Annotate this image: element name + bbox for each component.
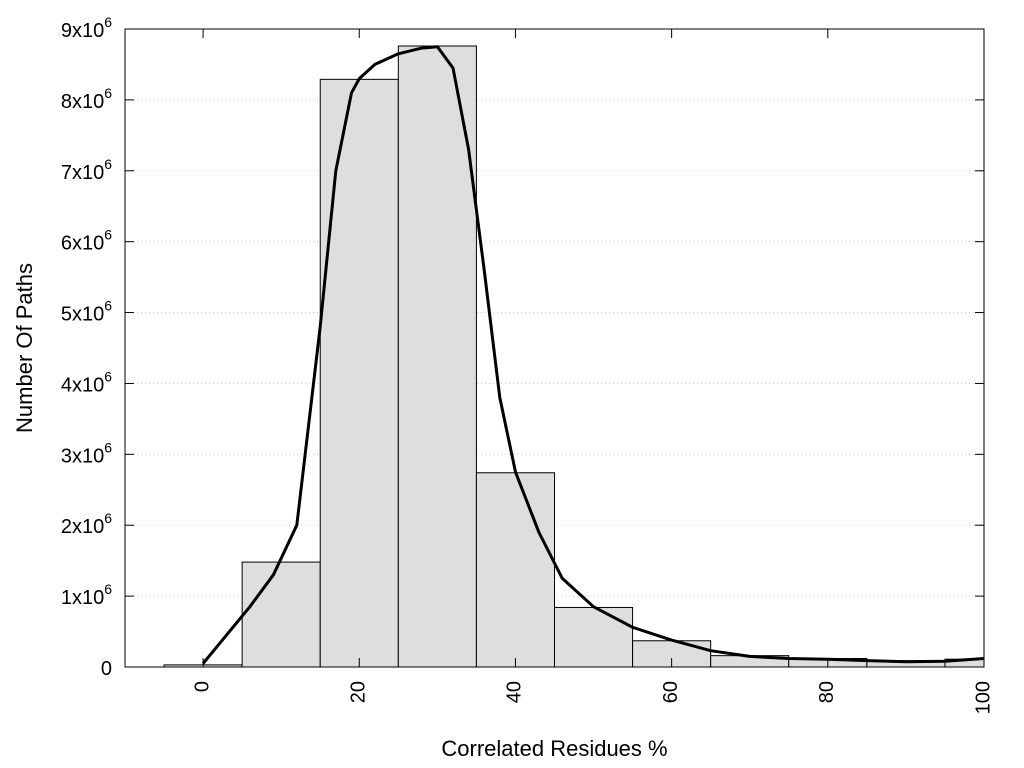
x-tick-label: 0: [191, 681, 213, 692]
x-tick-label: 60: [660, 681, 682, 703]
y-tick-label: 1x106: [61, 581, 112, 609]
bars: [163, 45, 985, 668]
y-axis-title: Number Of Paths: [12, 263, 37, 433]
histogram-bar: [554, 606, 634, 668]
x-tick-label: 20: [348, 681, 370, 703]
y-tick-label: 5x106: [61, 298, 112, 326]
density-curve: [201, 45, 985, 665]
histogram-bar: [475, 472, 555, 668]
y-tick-label: 8x106: [61, 85, 112, 113]
axis-ticks: 0 20 40 60 80 100 0 1x106 2x106 3x106 4x106 5x106 6x…: [61, 14, 994, 714]
histogram-bar: [241, 561, 321, 668]
x-tick-label: 100: [972, 681, 994, 714]
histogram-bar: [319, 78, 399, 668]
y-tick-label: 9x106: [61, 14, 112, 42]
histogram-bar: [397, 45, 477, 668]
y-tick-label: 2x106: [61, 510, 112, 538]
plot-frame: [124, 28, 985, 668]
y-tick-label: 7x106: [61, 156, 112, 184]
y-tick-label: 3x106: [61, 439, 112, 467]
x-axis-title: Correlated Residues %: [441, 736, 667, 761]
y-tick-label: 4x106: [61, 368, 112, 396]
x-tick-label: 80: [816, 681, 838, 703]
x-tick-label: 40: [504, 681, 526, 703]
density-curve-line: [201, 45, 985, 665]
y-tick-label: 6x106: [61, 227, 112, 255]
y-tick-label: 0: [101, 658, 112, 680]
